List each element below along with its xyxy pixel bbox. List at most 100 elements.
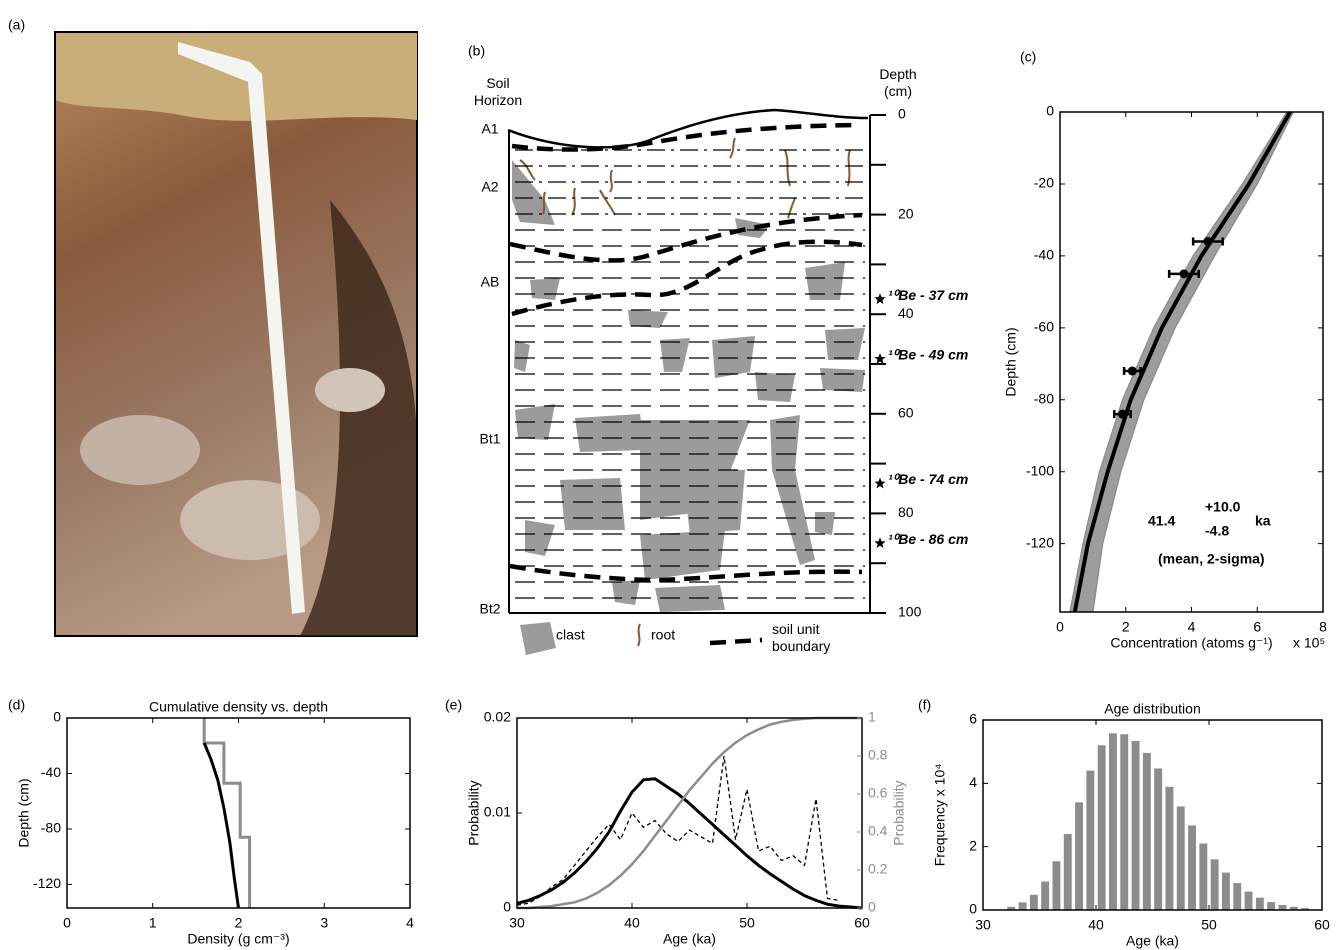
legend-label: root [651, 627, 675, 643]
annotation: +10.0 [1205, 499, 1241, 515]
x-tick-label: 50 [1201, 917, 1217, 933]
panel-label: (f) [918, 697, 931, 713]
y2-tick-label: 0.8 [868, 747, 888, 763]
data-line [517, 779, 862, 908]
depth-tick-label: 20 [898, 205, 914, 221]
data-point [1128, 366, 1137, 375]
sample-label: ¹⁰Be - 74 cm [888, 471, 968, 487]
data-point [1118, 410, 1127, 419]
y-axis-label: Frequency x 10⁴ [932, 764, 948, 867]
y-tick-label: 6 [969, 711, 977, 727]
x-axis-label: Concentration (atoms g⁻¹) [1110, 635, 1272, 651]
horizon-title: Soil Horizon [468, 75, 528, 109]
horizon-label: A2 [481, 179, 498, 195]
x-tick-label: 2 [235, 915, 243, 931]
histogram-bar [1064, 834, 1072, 910]
x-tick-label: 6 [1253, 619, 1261, 635]
y-tick-label: -80 [41, 820, 61, 836]
y-tick-label: -80 [1034, 390, 1054, 406]
plot-area [204, 718, 249, 908]
x-tick-label: 60 [854, 915, 870, 931]
y-tick-label: 0 [1046, 103, 1054, 119]
annotation: ka [1255, 513, 1271, 529]
axes-box [67, 718, 410, 908]
depth-tick-label: 0 [898, 106, 906, 122]
plot-area [1070, 112, 1294, 612]
data-point [1203, 237, 1212, 246]
y-tick-label: -120 [33, 875, 61, 891]
data-point [1179, 269, 1188, 278]
histogram-bar [1233, 883, 1241, 910]
data-line [204, 743, 238, 908]
data-line [1093, 112, 1294, 612]
y-tick-label: -40 [1034, 247, 1054, 263]
sample-label: ¹⁰Be - 49 cm [888, 347, 968, 363]
y-tick-label: -100 [1026, 462, 1054, 478]
annotation: 41.4 [1148, 513, 1175, 529]
y-tick-label: 0 [53, 709, 61, 725]
y2-tick-label: 0.6 [868, 785, 888, 801]
y2-axis-label: Probability [891, 780, 907, 845]
x-tick-label: 4 [1188, 619, 1196, 635]
y-tick-label: 2 [969, 837, 977, 853]
x-tick-label: 30 [975, 917, 991, 933]
histogram-bar [1278, 905, 1286, 910]
x-tick-label: 0 [63, 915, 71, 931]
histogram-bar [1154, 768, 1162, 910]
soil-profile [508, 110, 870, 655]
depth-tick-label: 40 [898, 305, 914, 321]
histogram-bar [1267, 902, 1275, 910]
figure: (a)(b)020406080100A1A2ABBt1Bt2¹⁰Be - 37 … [0, 0, 1338, 950]
horizon-label: A1 [481, 121, 498, 137]
panel-label: (a) [8, 17, 25, 33]
sample-star [874, 537, 885, 548]
y-tick-label: 0.02 [484, 709, 511, 725]
x-scale-label: x 10⁵ [1293, 635, 1325, 651]
y-tick-label: -120 [1026, 534, 1054, 550]
figure-canvas: (a)(b)020406080100A1A2ABBt1Bt2¹⁰Be - 37 … [0, 0, 1338, 950]
sample-star [874, 293, 885, 304]
data-line [517, 756, 839, 905]
legend-label: soil unit boundary [772, 621, 847, 655]
data-line [204, 718, 249, 908]
chart-title: Cumulative density vs. depth [149, 699, 328, 715]
model-band [1070, 112, 1294, 612]
histogram-bar [1052, 861, 1060, 910]
sample-star [874, 353, 885, 364]
histogram-bar [1019, 902, 1027, 910]
x-tick-label: 40 [1088, 917, 1104, 933]
x-axis-label: Age (ka) [663, 931, 716, 947]
histogram-bar [1109, 733, 1117, 910]
histogram-bar [1041, 882, 1049, 911]
histogram-bar [1222, 873, 1230, 910]
x-axis-label: Density (g cm⁻³) [187, 931, 289, 947]
y-axis-label: Depth (cm) [16, 778, 32, 847]
x-tick-label: 60 [1314, 917, 1330, 933]
histogram-bar [1245, 892, 1253, 910]
plot-area [1007, 733, 1309, 910]
x-tick-label: 3 [320, 915, 328, 931]
sample-label: ¹⁰Be - 37 cm [888, 287, 968, 303]
x-tick-label: 0 [1056, 619, 1064, 635]
panel-label: (c) [1020, 49, 1036, 65]
plot-area [517, 718, 862, 908]
y2-tick-label: 0.4 [868, 823, 888, 839]
x-tick-label: 4 [406, 915, 414, 931]
x-axis-label: Age (ka) [1126, 933, 1179, 949]
x-tick-label: 50 [739, 915, 755, 931]
histogram-bar [1075, 802, 1083, 910]
y-tick-label: -40 [41, 764, 61, 780]
photo [55, 32, 417, 636]
panel-label: (b) [468, 43, 485, 59]
histogram-bar [1086, 771, 1094, 910]
depth-tick-label: 60 [898, 405, 914, 421]
y2-tick-label: 1 [868, 709, 876, 725]
legend-label: clast [556, 627, 585, 643]
y-tick-label: -60 [1034, 319, 1054, 335]
y-tick-label: 0 [503, 899, 511, 915]
histogram-bar [1165, 787, 1173, 910]
y-tick-label: 4 [969, 774, 977, 790]
horizon-label: AB [481, 274, 500, 290]
annotation: -4.8 [1205, 523, 1229, 539]
sample-label: ¹⁰Be - 86 cm [888, 531, 968, 547]
